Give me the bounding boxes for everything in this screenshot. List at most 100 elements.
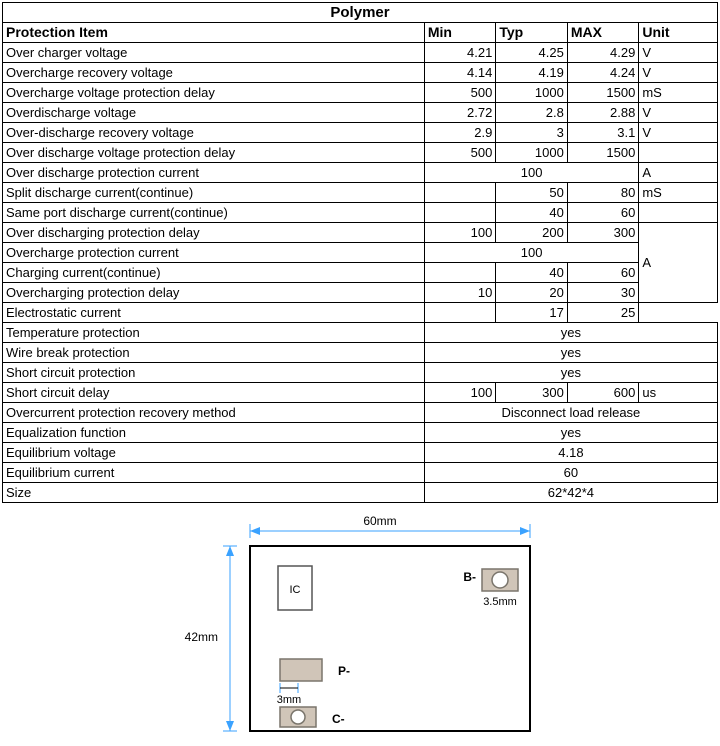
cell-item: Overdischarge voltage (3, 103, 425, 123)
header-unit: Unit (639, 23, 718, 43)
cell-min (424, 183, 496, 203)
cell-item: Short circuit protection (3, 363, 425, 383)
cell-max: 2.88 (567, 103, 639, 123)
cell-min: 100 (424, 383, 496, 403)
cell-item: Overcharge recovery voltage (3, 63, 425, 83)
cell-item: Temperature protection (3, 323, 425, 343)
cell-typ: 4.19 (496, 63, 568, 83)
cell-min: 100 (424, 223, 496, 243)
table-row: Equilibrium current60 (3, 463, 718, 483)
table-row: Overdischarge voltage2.722.82.88V (3, 103, 718, 123)
cell-max: 80 (567, 183, 639, 203)
cell-max: 60 (567, 203, 639, 223)
cell-unit: V (639, 43, 718, 63)
cell-item: Size (3, 483, 425, 503)
cell-typ: 1000 (496, 143, 568, 163)
cell-item: Split discharge current(continue) (3, 183, 425, 203)
table-row: Over discharge voltage protection delay5… (3, 143, 718, 163)
table-row: Over-discharge recovery voltage2.933.1V (3, 123, 718, 143)
pcb-diagram: 60mm 42mm IC B- 3.5mm P- 3mm C- (2, 511, 718, 744)
cell-typ: 40 (496, 203, 568, 223)
cell-max: 3.1 (567, 123, 639, 143)
table-row: Temperature protectionyes (3, 323, 718, 343)
header-row: Protection Item Min Typ MAX Unit (3, 23, 718, 43)
cell-item: Overcharging protection delay (3, 283, 425, 303)
cell-min: 2.72 (424, 103, 496, 123)
cell-typ: 40 (496, 263, 568, 283)
cell-min: 2.9 (424, 123, 496, 143)
cell-merged: 100 (424, 243, 639, 263)
cell-min: 500 (424, 143, 496, 163)
cell-unit (639, 203, 718, 223)
cell-unit: A (639, 163, 718, 183)
cell-merged: 62*42*4 (424, 483, 717, 503)
b-minus-hole (492, 572, 508, 588)
cell-item: Same port discharge current(continue) (3, 203, 425, 223)
cell-min: 500 (424, 83, 496, 103)
cell-unit: A (639, 223, 718, 303)
table-row: Charging current(continue)4060 (3, 263, 718, 283)
table-row: Overcharge recovery voltage4.144.194.24V (3, 63, 718, 83)
table-row: Over discharging protection delay1002003… (3, 223, 718, 243)
cell-item: Wire break protection (3, 343, 425, 363)
cell-min: 10 (424, 283, 496, 303)
cell-min (424, 303, 496, 323)
spec-table: Polymer Protection Item Min Typ MAX Unit… (2, 2, 718, 503)
header-item: Protection Item (3, 23, 425, 43)
cell-item: Over discharge protection current (3, 163, 425, 183)
cell-unit: V (639, 103, 718, 123)
cell-unit: V (639, 63, 718, 83)
hole-dia-label: 3.5mm (483, 596, 517, 608)
cell-max: 300 (567, 223, 639, 243)
cell-item: Charging current(continue) (3, 263, 425, 283)
table-title: Polymer (3, 3, 718, 23)
table-row: Wire break protectionyes (3, 343, 718, 363)
cell-item: Over discharge voltage protection delay (3, 143, 425, 163)
cell-max: 25 (567, 303, 639, 323)
cell-typ: 300 (496, 383, 568, 403)
cell-typ: 20 (496, 283, 568, 303)
cell-merged: 100 (424, 163, 639, 183)
cell-unit: V (639, 123, 718, 143)
cell-item: Over-discharge recovery voltage (3, 123, 425, 143)
cell-merged: 4.18 (424, 443, 717, 463)
cell-max: 600 (567, 383, 639, 403)
table-row: Over discharge protection current100A (3, 163, 718, 183)
cell-item: Equalization function (3, 423, 425, 443)
table-row: Size62*42*4 (3, 483, 718, 503)
cell-merged: Disconnect load release (424, 403, 717, 423)
cell-max: 1500 (567, 83, 639, 103)
ic-label: IC (290, 584, 301, 596)
cell-item: Short circuit delay (3, 383, 425, 403)
pad-pitch-label: 3mm (277, 694, 301, 706)
cell-max: 30 (567, 283, 639, 303)
cell-min (424, 263, 496, 283)
table-row: Overcharge protection current100 (3, 243, 718, 263)
p-minus-label: P- (338, 664, 350, 678)
cell-merged: yes (424, 323, 717, 343)
table-row: Overcharging protection delay102030 (3, 283, 718, 303)
table-row: Overcharge voltage protection delay50010… (3, 83, 718, 103)
cell-min (424, 203, 496, 223)
cell-typ: 17 (496, 303, 568, 323)
dim-width: 60mm (363, 514, 396, 528)
cell-typ: 4.25 (496, 43, 568, 63)
cell-unit: mS (639, 83, 718, 103)
cell-unit: mS (639, 183, 718, 203)
b-minus-label: B- (463, 570, 476, 584)
table-row: Overcurrent protection recovery methodDi… (3, 403, 718, 423)
cell-item: Overcharge protection current (3, 243, 425, 263)
table-row: Short circuit delay100300600us (3, 383, 718, 403)
header-max: MAX (567, 23, 639, 43)
c-minus-hole (291, 710, 305, 724)
dim-height: 42mm (185, 630, 218, 644)
table-row: Same port discharge current(continue) 406… (3, 203, 718, 223)
cell-item: Overcharge voltage protection delay (3, 83, 425, 103)
table-row: Equalization functionyes (3, 423, 718, 443)
cell-typ: 3 (496, 123, 568, 143)
cell-min: 4.14 (424, 63, 496, 83)
cell-max: 1500 (567, 143, 639, 163)
cell-item: Overcurrent protection recovery method (3, 403, 425, 423)
p-minus-pad (280, 659, 322, 681)
cell-item: Over charger voltage (3, 43, 425, 63)
